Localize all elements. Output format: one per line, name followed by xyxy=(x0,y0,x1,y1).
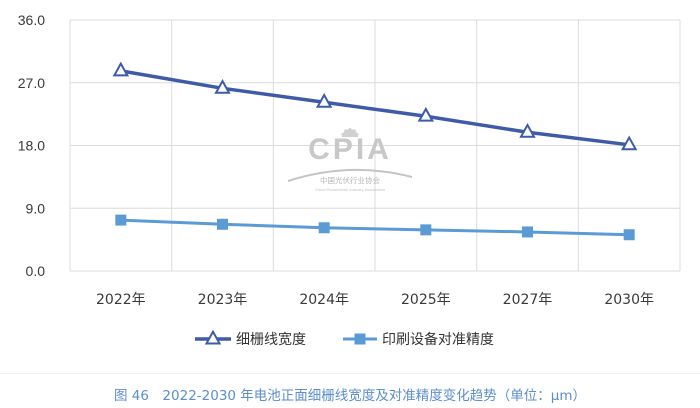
legend-marker xyxy=(354,333,366,345)
x-tick-label: 2027年 xyxy=(503,292,553,308)
watermark-swoosh xyxy=(287,168,413,182)
data-point-marker xyxy=(318,222,330,234)
data-point-marker xyxy=(112,61,130,77)
y-tick-label: 0.0 xyxy=(26,263,46,279)
grid-lines xyxy=(69,19,681,272)
data-point-marker xyxy=(519,122,536,138)
data-point-marker xyxy=(522,226,533,238)
x-tick-label: 2030年 xyxy=(604,292,654,308)
x-axis-ticks: 2022年 2023年 2024年 2025年 2027年 2030年 xyxy=(96,292,654,308)
legend-marker xyxy=(204,329,222,345)
series-line xyxy=(120,218,630,237)
y-tick-label: 27.0 xyxy=(18,75,45,91)
caption-separator xyxy=(0,373,700,374)
x-tick-label: 2023年 xyxy=(198,292,248,308)
y-tick-label: 9.0 xyxy=(26,200,46,216)
figure-caption: 图 46 2022-2030 年电池正面细栅线宽度及对准精度变化趋势（单位：μm… xyxy=(113,388,587,404)
watermark-cn-text: 中国光伏行业协会 xyxy=(320,175,380,185)
watermark-logo-text: CPIA xyxy=(308,133,392,166)
series-line xyxy=(120,69,630,147)
series-layer xyxy=(112,61,638,241)
legend-label: 细栅线宽度 xyxy=(236,331,306,348)
y-axis-ticks: 0.0 9.0 18.0 27.0 36.0 xyxy=(18,12,45,279)
data-point-marker xyxy=(115,214,127,226)
data-point-marker xyxy=(214,79,231,94)
cpia-sun-logo xyxy=(341,128,359,137)
x-tick-label: 2024年 xyxy=(299,292,349,308)
data-point-marker xyxy=(420,224,432,236)
data-point-marker xyxy=(417,106,435,122)
x-tick-label: 2025年 xyxy=(401,292,451,308)
watermark-en-text: China Photovoltaic Industry Association xyxy=(315,187,385,192)
chart-canvas: 0.09.018.027.036.0 2022年 2023年 2024年 2025年 2… xyxy=(18,12,681,348)
y-tick-label: 18.0 xyxy=(18,138,45,154)
data-point-marker xyxy=(217,218,228,230)
x-tick-label: 2022年 xyxy=(96,292,146,308)
legend: 细栅线宽度 印刷设备对准精度 xyxy=(195,329,494,348)
data-point-marker xyxy=(620,135,638,151)
data-point-marker xyxy=(315,92,333,108)
y-tick-label: 36.0 xyxy=(18,12,45,28)
legend-label: 印刷设备对准精度 xyxy=(382,331,494,348)
cpia-watermark: CPIA 中国光伏行业协会 China Photovoltaic Industr… xyxy=(287,128,413,192)
data-point-marker xyxy=(623,229,635,241)
